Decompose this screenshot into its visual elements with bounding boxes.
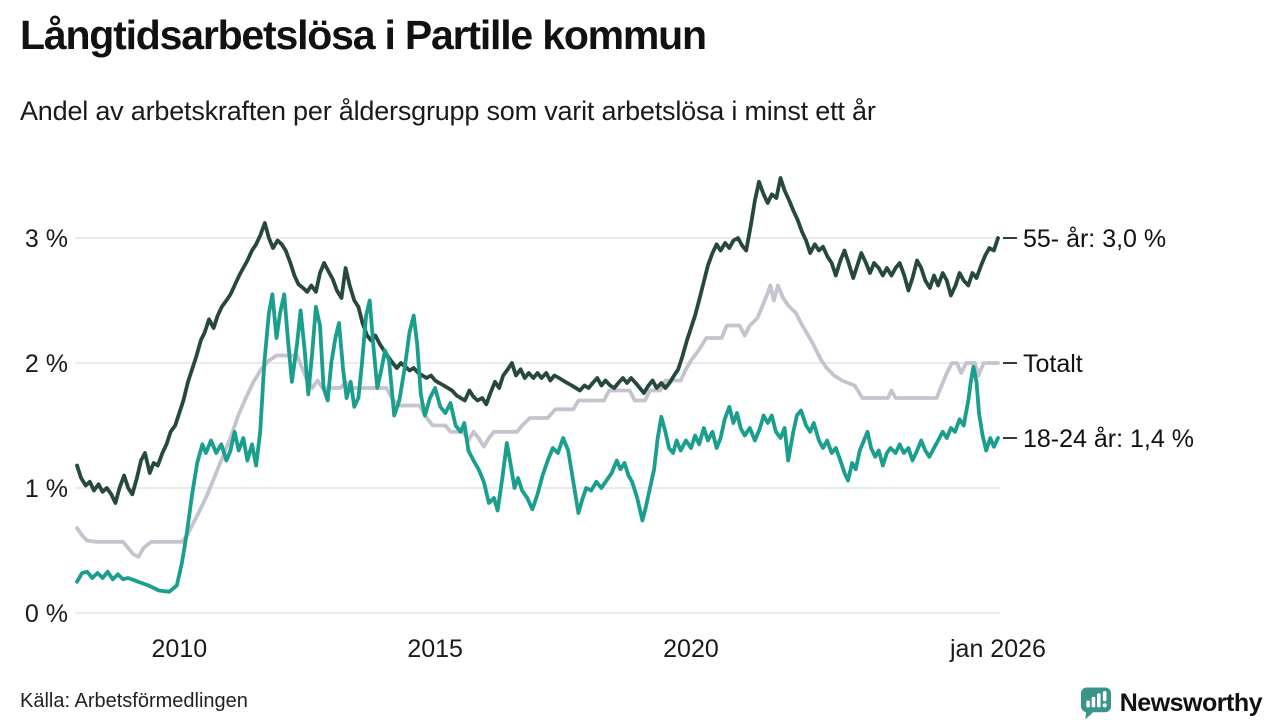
y-tick-label: 0 % (25, 600, 68, 628)
bar-large (1096, 693, 1101, 708)
newsworthy-brand-text: Newsworthy (1119, 688, 1263, 717)
y-tick-label: 3 % (25, 225, 68, 253)
speech-bubble-shape (1080, 687, 1111, 720)
series-end-label-55--år: 55- år: 3,0 % (1023, 225, 1166, 253)
newsworthy-logo-icon (1080, 687, 1111, 720)
series-line-Totalt (75, 283, 1000, 559)
bar-small (1086, 700, 1090, 708)
newsworthy-logo: Newsworthy (1079, 686, 1263, 720)
line-chart: 0 % 1 % 2 % 3 % 2010 2015 2020 jan 2026 55- år: … (25, 176, 1194, 663)
exclamation-dot (1102, 703, 1107, 708)
y-tick-label: 2 % (25, 350, 68, 378)
source-note: Källa: Arbetsförmedlingen (20, 690, 248, 712)
series-line-18-24-år (75, 292, 1000, 594)
x-tick-label: 2010 (152, 635, 208, 663)
x-tick-label: 2020 (663, 635, 719, 663)
x-tick-label: 2015 (407, 635, 463, 663)
chart-title: Långtidsarbetslösa i Partille kommun (20, 12, 707, 58)
exclamation-stem (1102, 691, 1107, 702)
series-line-55--år (75, 176, 1000, 505)
y-tick-label: 1 % (25, 475, 68, 503)
series-end-label-18-24-år: 18-24 år: 1,4 % (1023, 425, 1194, 453)
chart-subtitle: Andel av arbetskraften per åldersgrupp s… (20, 96, 876, 126)
bar-medium (1091, 696, 1095, 708)
series-end-label-Totalt: Totalt (1023, 350, 1083, 378)
x-tick-label: jan 2026 (949, 635, 1046, 663)
